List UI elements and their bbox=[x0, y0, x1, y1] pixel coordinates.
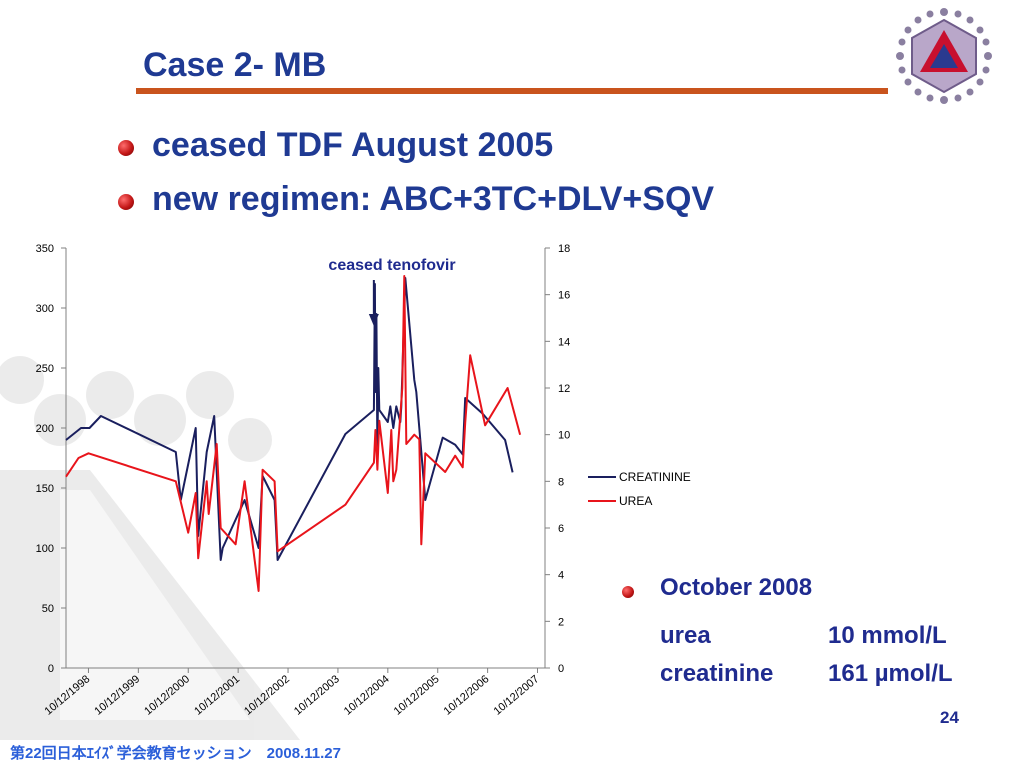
footer-text: 第22回日本ｴｲｽﾞ学会教育セッション 2008.11.27 bbox=[10, 745, 341, 762]
left-axis-tick-label: 300 bbox=[36, 303, 54, 315]
right-axis-tick-label: 16 bbox=[558, 290, 570, 302]
x-axis-tick-label: 10/12/2006 bbox=[442, 673, 492, 718]
x-axis-tick-label: 10/12/2005 bbox=[392, 673, 442, 718]
left-axis-tick-label: 100 bbox=[36, 543, 54, 555]
left-axis-tick-label: 50 bbox=[42, 603, 54, 615]
series-line-urea bbox=[65, 275, 522, 592]
lab-values-chart: ceased tenofovir 0 50 100 150 200 250 300 350 0 2… bbox=[36, 243, 691, 718]
creatinine-label: creatinine bbox=[660, 660, 774, 687]
right-axis-tick-label: 2 bbox=[558, 616, 564, 628]
left-axis-tick-label: 150 bbox=[36, 483, 54, 495]
x-axis-tick-label: 10/12/1999 bbox=[92, 673, 142, 718]
slide-title: Case 2- MB bbox=[143, 46, 327, 84]
left-axis-tick-label: 200 bbox=[36, 423, 54, 435]
legend-label-urea: UREA bbox=[619, 494, 652, 508]
x-axis-tick-label: 10/12/2002 bbox=[242, 673, 292, 718]
left-axis-tick-label: 250 bbox=[36, 363, 54, 375]
x-axis-tick-label: 10/12/2000 bbox=[142, 673, 192, 718]
chart-annotation: ceased tenofovir bbox=[328, 257, 455, 274]
x-axis-tick-label: 10/12/1998 bbox=[42, 673, 92, 718]
left-axis-tick-label: 350 bbox=[36, 243, 54, 255]
creatinine-value: 161 µmol/L bbox=[828, 660, 953, 687]
bullet-text: new regimen: ABC+3TC+DLV+SQV bbox=[152, 180, 715, 218]
title-underline bbox=[136, 88, 888, 94]
creatinine-result: creatinine 161 µmol/L bbox=[660, 660, 953, 688]
right-axis-tick-label: 0 bbox=[558, 663, 564, 675]
right-axis-tick-label: 12 bbox=[558, 383, 570, 395]
x-axis-tick-label: 10/12/2004 bbox=[342, 673, 392, 718]
urea-label: urea bbox=[660, 622, 711, 649]
right-axis-tick-label: 18 bbox=[558, 243, 570, 255]
urea-value: 10 mmol/L bbox=[828, 622, 947, 649]
right-axis-tick-label: 8 bbox=[558, 476, 564, 488]
annotation-arrowhead bbox=[368, 314, 379, 326]
right-axis-tick-label: 4 bbox=[558, 570, 564, 582]
urea-result: urea 10 mmol/L bbox=[660, 622, 947, 650]
latest-date: October 2008 bbox=[660, 574, 813, 601]
x-axis-tick-label: 10/12/2001 bbox=[192, 673, 242, 718]
right-axis-tick-label: 10 bbox=[558, 430, 570, 442]
right-axis-tick-label: 14 bbox=[558, 336, 570, 348]
series-line-creatinine bbox=[65, 277, 514, 561]
bullet-icon bbox=[118, 194, 134, 210]
bullet-text: ceased TDF August 2005 bbox=[152, 126, 554, 164]
left-axis-tick-label: 0 bbox=[48, 663, 54, 675]
conference-logo bbox=[896, 8, 992, 104]
page-number: 24 bbox=[940, 708, 959, 727]
x-axis-tick-label: 10/12/2003 bbox=[292, 673, 342, 718]
right-axis-tick-label: 6 bbox=[558, 523, 564, 535]
bullet-icon bbox=[118, 140, 134, 156]
x-axis-tick-label: 10/12/2007 bbox=[492, 673, 542, 718]
legend-label-creatinine: CREATININE bbox=[619, 470, 691, 484]
bullet-icon bbox=[622, 586, 634, 598]
